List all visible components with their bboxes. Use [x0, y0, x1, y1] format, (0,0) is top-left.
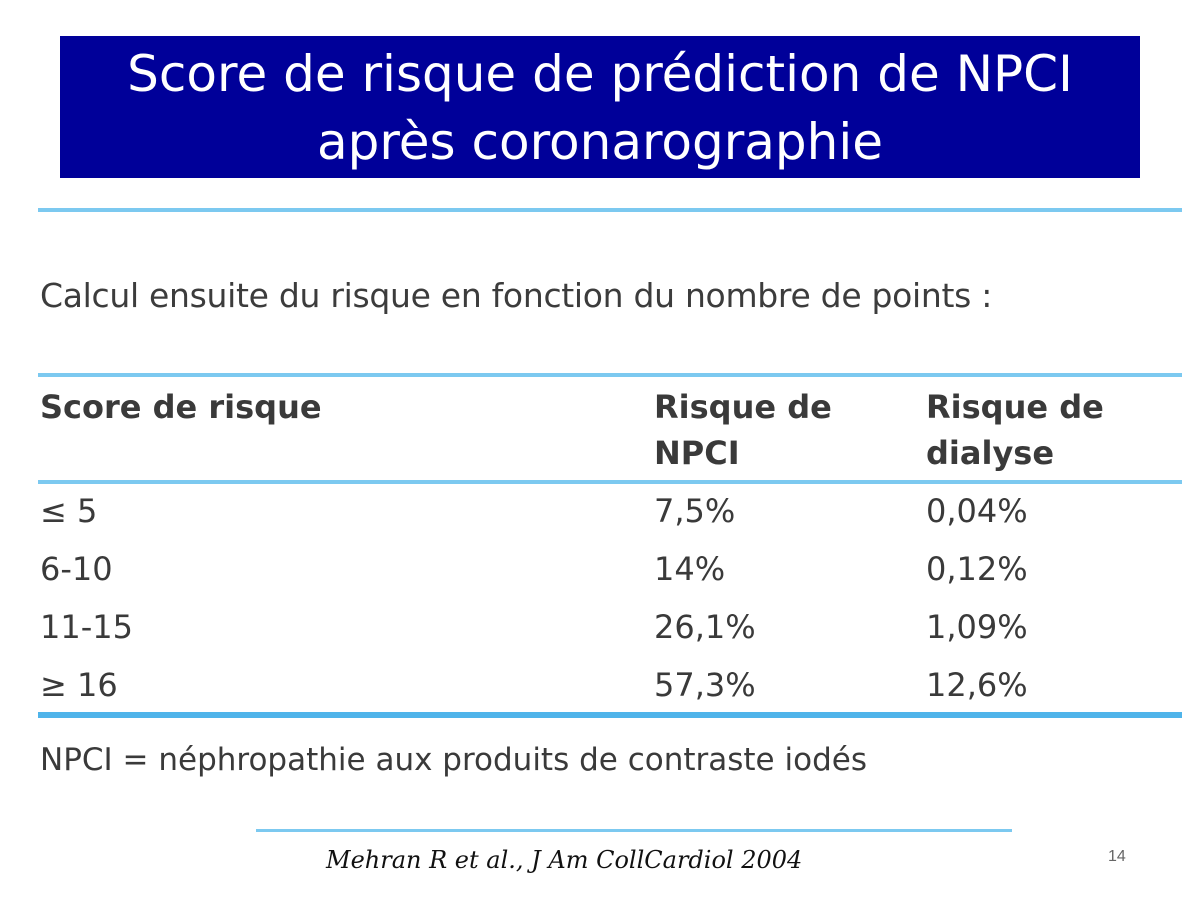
row-1-npci: 7,5%: [654, 492, 736, 530]
table-top-rule: [38, 373, 1182, 377]
row-2-npci: 14%: [654, 550, 726, 588]
page-number: 14: [1108, 848, 1126, 865]
slide-title-box: Score de risque de prédiction de NPCI ap…: [60, 36, 1140, 178]
row-1-dialyse: 0,04%: [926, 492, 1028, 530]
header-npci-line-2: NPCI: [654, 434, 740, 472]
slide-title-line-2: après coronarographie: [316, 113, 884, 171]
header-dialyse-line-2: dialyse: [926, 434, 1055, 472]
header-npci: Risque de NPCI: [654, 384, 832, 476]
table-header-rule: [38, 480, 1182, 484]
footnote-text: NPCI = néphropathie aux produits de cont…: [40, 742, 867, 778]
row-3-score: 11-15: [40, 608, 133, 646]
row-2-score: 6-10: [40, 550, 113, 588]
top-rule: [38, 208, 1182, 212]
header-npci-line-1: Risque de: [654, 388, 832, 426]
header-dialyse: Risque de dialyse: [926, 384, 1104, 476]
header-score: Score de risque: [40, 384, 322, 430]
row-4-dialyse: 12,6%: [926, 666, 1028, 704]
citation-rule: [256, 829, 1012, 832]
header-score-label: Score de risque: [40, 388, 322, 426]
row-4-npci: 57,3%: [654, 666, 756, 704]
row-1-score: ≤ 5: [40, 492, 98, 530]
header-dialyse-line-1: Risque de: [926, 388, 1104, 426]
intro-text: Calcul ensuite du risque en fonction du …: [40, 276, 993, 315]
row-4-score: ≥ 16: [40, 666, 118, 704]
row-2-dialyse: 0,12%: [926, 550, 1028, 588]
citation-text: Mehran R et al., J Am CollCardiol 2004: [326, 846, 803, 874]
row-3-npci: 26,1%: [654, 608, 756, 646]
slide-title-line-1: Score de risque de prédiction de NPCI: [127, 45, 1073, 103]
row-3-dialyse: 1,09%: [926, 608, 1028, 646]
table-bottom-rule: [38, 712, 1182, 718]
